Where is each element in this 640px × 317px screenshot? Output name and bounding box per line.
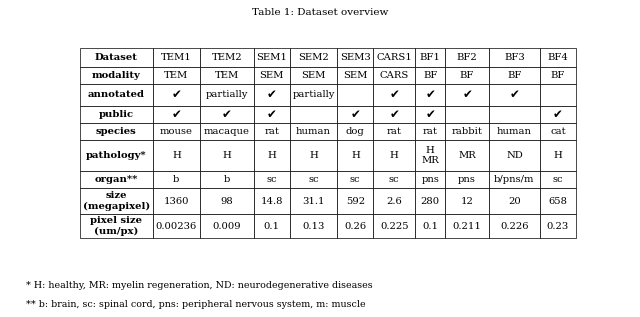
Text: * H: healthy, MR: myelin regeneration, ND: neurodegenerative diseases: * H: healthy, MR: myelin regeneration, N…	[26, 281, 372, 289]
Text: ** b: brain, sc: spinal cord, pns: peripheral nervous system, m: muscle: ** b: brain, sc: spinal cord, pns: perip…	[26, 300, 365, 308]
Text: Table 1: Dataset overview: Table 1: Dataset overview	[252, 8, 388, 17]
